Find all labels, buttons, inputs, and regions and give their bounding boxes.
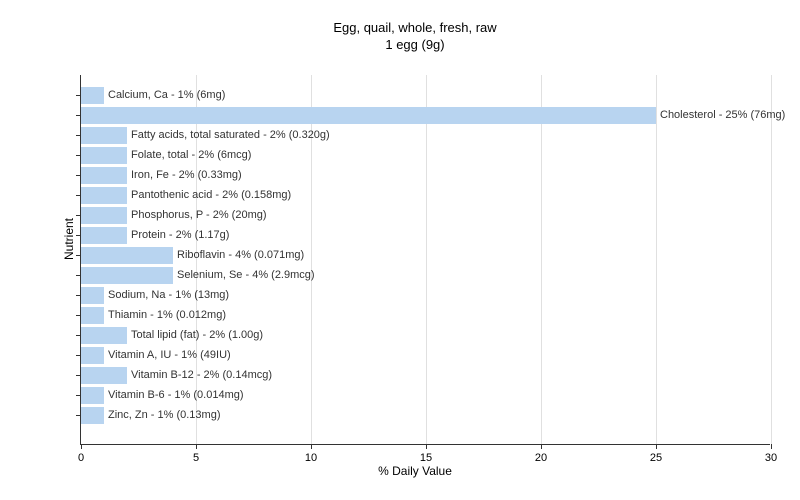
bar-label: Vitamin B-6 - 1% (0.014mg) <box>108 389 244 401</box>
bar <box>81 247 173 264</box>
x-tick-label: 10 <box>305 452 317 464</box>
bar-row: Vitamin B-6 - 1% (0.014mg) <box>81 385 770 405</box>
bar <box>81 407 104 424</box>
chart-container: Egg, quail, whole, fresh, raw 1 egg (9g)… <box>50 20 780 480</box>
x-tick-mark <box>196 444 197 449</box>
bar-row: Vitamin B-12 - 2% (0.14mcg) <box>81 365 770 385</box>
bar-row: Cholesterol - 25% (76mg) <box>81 105 770 125</box>
bar-label: Cholesterol - 25% (76mg) <box>660 109 785 121</box>
bar-row: Fatty acids, total saturated - 2% (0.320… <box>81 125 770 145</box>
bar-label: Selenium, Se - 4% (2.9mcg) <box>177 269 315 281</box>
x-tick-label: 20 <box>535 452 547 464</box>
y-tick-mark <box>76 235 81 236</box>
bar <box>81 127 127 144</box>
bar <box>81 267 173 284</box>
bar <box>81 347 104 364</box>
y-tick-mark <box>76 215 81 216</box>
bar-label: Thiamin - 1% (0.012mg) <box>108 309 226 321</box>
bar-row: Zinc, Zn - 1% (0.13mg) <box>81 405 770 425</box>
bar <box>81 107 656 124</box>
bar <box>81 307 104 324</box>
y-tick-mark <box>76 315 81 316</box>
y-tick-mark <box>76 295 81 296</box>
bar-label: Vitamin B-12 - 2% (0.14mcg) <box>131 369 272 381</box>
bar-label: Protein - 2% (1.17g) <box>131 229 229 241</box>
y-tick-mark <box>76 115 81 116</box>
bar-row: Thiamin - 1% (0.012mg) <box>81 305 770 325</box>
y-axis-label: Nutrient <box>62 218 76 260</box>
bar <box>81 387 104 404</box>
y-tick-mark <box>76 95 81 96</box>
bar-row: Folate, total - 2% (6mcg) <box>81 145 770 165</box>
x-tick-label: 30 <box>765 452 777 464</box>
x-tick-label: 5 <box>193 452 199 464</box>
y-tick-mark <box>76 355 81 356</box>
y-tick-mark <box>76 275 81 276</box>
plot-area: 051015202530Calcium, Ca - 1% (6mg)Choles… <box>80 75 770 445</box>
x-tick-mark <box>541 444 542 449</box>
bar <box>81 87 104 104</box>
bar-row: Pantothenic acid - 2% (0.158mg) <box>81 185 770 205</box>
bar-label: Phosphorus, P - 2% (20mg) <box>131 209 267 221</box>
x-tick-label: 0 <box>78 452 84 464</box>
bar-label: Fatty acids, total saturated - 2% (0.320… <box>131 129 330 141</box>
bar-row: Vitamin A, IU - 1% (49IU) <box>81 345 770 365</box>
bar-label: Pantothenic acid - 2% (0.158mg) <box>131 189 291 201</box>
y-tick-mark <box>76 155 81 156</box>
bar <box>81 187 127 204</box>
bar-row: Riboflavin - 4% (0.071mg) <box>81 245 770 265</box>
bar <box>81 227 127 244</box>
bar-row: Total lipid (fat) - 2% (1.00g) <box>81 325 770 345</box>
x-tick-mark <box>771 444 772 449</box>
bar-label: Sodium, Na - 1% (13mg) <box>108 289 229 301</box>
bar <box>81 327 127 344</box>
x-tick-mark <box>426 444 427 449</box>
bar <box>81 167 127 184</box>
bar-label: Calcium, Ca - 1% (6mg) <box>108 89 225 101</box>
y-tick-mark <box>76 175 81 176</box>
bar-row: Protein - 2% (1.17g) <box>81 225 770 245</box>
bar-row: Phosphorus, P - 2% (20mg) <box>81 205 770 225</box>
y-tick-mark <box>76 335 81 336</box>
bar <box>81 287 104 304</box>
x-axis-label: % Daily Value <box>378 464 452 478</box>
x-tick-label: 15 <box>420 452 432 464</box>
bar-label: Total lipid (fat) - 2% (1.00g) <box>131 329 263 341</box>
bar <box>81 147 127 164</box>
bar <box>81 207 127 224</box>
bar-row: Iron, Fe - 2% (0.33mg) <box>81 165 770 185</box>
y-tick-mark <box>76 135 81 136</box>
gridline <box>771 75 772 444</box>
x-tick-label: 25 <box>650 452 662 464</box>
chart-title: Egg, quail, whole, fresh, raw 1 egg (9g) <box>50 20 780 54</box>
bar-row: Calcium, Ca - 1% (6mg) <box>81 85 770 105</box>
y-tick-mark <box>76 195 81 196</box>
y-tick-mark <box>76 395 81 396</box>
bar <box>81 367 127 384</box>
bar-label: Zinc, Zn - 1% (0.13mg) <box>108 409 220 421</box>
bar-label: Vitamin A, IU - 1% (49IU) <box>108 349 231 361</box>
title-line1: Egg, quail, whole, fresh, raw <box>50 20 780 37</box>
x-tick-mark <box>81 444 82 449</box>
bar-label: Iron, Fe - 2% (0.33mg) <box>131 169 242 181</box>
bar-row: Sodium, Na - 1% (13mg) <box>81 285 770 305</box>
x-tick-mark <box>656 444 657 449</box>
y-tick-mark <box>76 375 81 376</box>
y-tick-mark <box>76 255 81 256</box>
bar-label: Riboflavin - 4% (0.071mg) <box>177 249 304 261</box>
x-tick-mark <box>311 444 312 449</box>
bar-label: Folate, total - 2% (6mcg) <box>131 149 251 161</box>
bar-row: Selenium, Se - 4% (2.9mcg) <box>81 265 770 285</box>
title-line2: 1 egg (9g) <box>50 37 780 54</box>
y-tick-mark <box>76 415 81 416</box>
